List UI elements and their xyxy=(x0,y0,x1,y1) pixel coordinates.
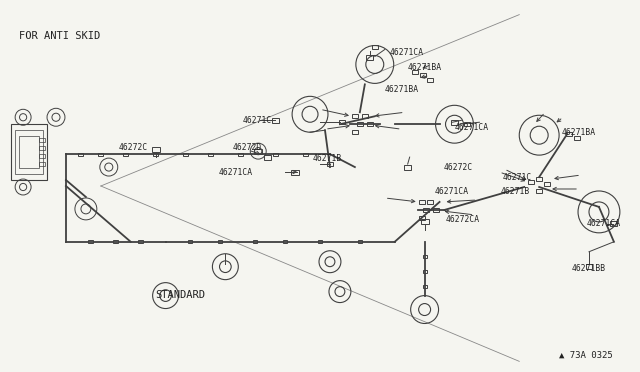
Bar xyxy=(39,154,45,158)
Bar xyxy=(404,164,411,170)
Bar xyxy=(420,219,429,224)
Text: 46271CA: 46271CA xyxy=(435,187,468,196)
Text: 46271B: 46271B xyxy=(313,154,342,163)
Bar xyxy=(15,130,43,174)
Bar xyxy=(218,240,222,243)
Bar xyxy=(357,122,363,126)
Text: 46271B: 46271B xyxy=(500,187,529,196)
Text: 46271BA: 46271BA xyxy=(408,63,442,72)
Bar xyxy=(586,264,593,269)
Bar xyxy=(362,114,368,118)
Text: 46272C: 46272C xyxy=(444,163,473,171)
Bar xyxy=(422,208,429,212)
Bar xyxy=(465,122,470,126)
Bar xyxy=(189,240,193,243)
Bar xyxy=(238,153,243,155)
Bar xyxy=(422,255,427,258)
Text: FOR ANTI SKID: FOR ANTI SKID xyxy=(19,31,100,41)
Bar xyxy=(528,180,534,184)
Bar xyxy=(99,153,103,155)
Bar xyxy=(372,45,378,48)
Bar xyxy=(352,130,358,134)
Bar xyxy=(138,240,143,243)
Bar xyxy=(272,118,278,123)
Text: 46271BA: 46271BA xyxy=(562,128,596,137)
Bar xyxy=(433,208,438,212)
Text: 46271CA: 46271CA xyxy=(218,167,253,177)
Bar xyxy=(303,153,308,155)
Bar xyxy=(113,240,118,243)
Bar xyxy=(327,162,333,166)
Bar xyxy=(451,120,458,125)
Bar xyxy=(536,177,542,181)
Text: 46271CA: 46271CA xyxy=(390,48,424,57)
Bar xyxy=(420,73,426,77)
Bar xyxy=(39,162,45,166)
Bar xyxy=(183,153,188,155)
Bar xyxy=(254,149,262,154)
Bar xyxy=(318,240,322,243)
Bar xyxy=(544,182,550,186)
Text: 46271C: 46271C xyxy=(243,116,271,125)
Text: ▲ 73A 0325: ▲ 73A 0325 xyxy=(559,350,613,359)
Bar xyxy=(419,200,424,204)
Text: 46271CA: 46271CA xyxy=(454,123,488,132)
Bar xyxy=(88,240,93,243)
Bar xyxy=(422,285,427,288)
Bar xyxy=(422,270,427,273)
Bar xyxy=(367,122,373,126)
Bar xyxy=(366,55,373,60)
Bar xyxy=(124,153,128,155)
Bar xyxy=(11,124,47,180)
Text: 46272D: 46272D xyxy=(232,142,262,152)
Text: 46272C: 46272C xyxy=(119,142,148,152)
Text: 46271BA: 46271BA xyxy=(385,85,419,94)
Text: 46272CA: 46272CA xyxy=(445,215,479,224)
Bar xyxy=(291,170,299,174)
Bar xyxy=(427,78,433,82)
Bar xyxy=(208,153,213,155)
Bar xyxy=(253,240,257,243)
Bar xyxy=(419,216,424,220)
Bar xyxy=(273,153,278,155)
Bar xyxy=(352,114,358,118)
Bar xyxy=(19,136,39,168)
Bar xyxy=(79,153,83,155)
Bar xyxy=(152,147,159,152)
Text: 46271C: 46271C xyxy=(502,173,532,182)
Bar xyxy=(358,240,362,243)
Bar xyxy=(574,136,580,140)
Bar xyxy=(611,221,618,226)
Text: 46271BB: 46271BB xyxy=(572,264,606,273)
Bar xyxy=(39,138,45,142)
Text: STANDARD: STANDARD xyxy=(156,290,205,299)
Bar xyxy=(339,120,345,124)
Bar xyxy=(39,146,45,150)
Bar xyxy=(412,70,418,74)
Bar xyxy=(566,132,572,136)
Bar xyxy=(153,153,158,155)
Bar xyxy=(283,240,287,243)
Bar xyxy=(427,200,433,204)
Bar xyxy=(264,155,271,160)
Text: 46271CA: 46271CA xyxy=(587,219,621,228)
Bar xyxy=(536,189,542,193)
